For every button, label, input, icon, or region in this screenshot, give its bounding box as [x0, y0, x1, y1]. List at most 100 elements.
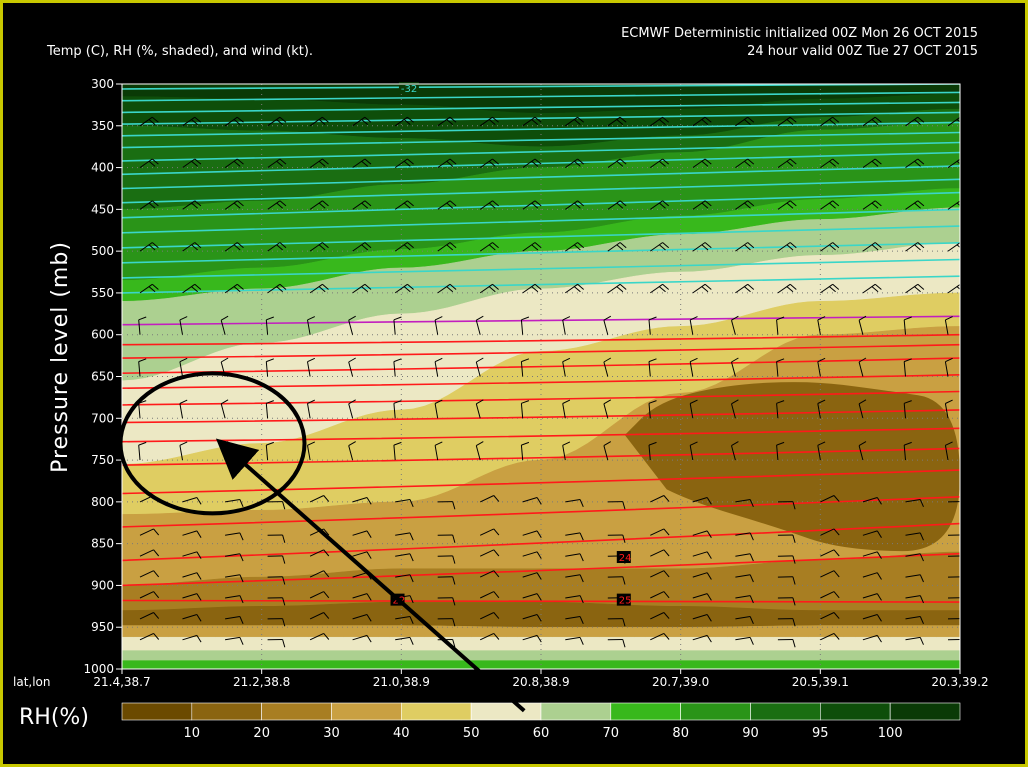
wind-barb: [139, 632, 160, 641]
wind-barb: [522, 572, 542, 580]
wind-barb: [731, 399, 739, 419]
wind-barb: [352, 116, 372, 127]
annotation-arrow: [215, 438, 526, 713]
wind-barb: [862, 614, 882, 622]
wind-barb: [437, 555, 456, 564]
wind-barb: [352, 242, 372, 252]
wind-barb: [394, 158, 414, 169]
isotherm-20: [122, 496, 960, 528]
wind-barb: [944, 441, 953, 461]
wind-barb: [265, 400, 274, 419]
wind-barb: [648, 441, 657, 461]
wind-barb: [817, 441, 826, 461]
wind-barb: [948, 84, 949, 85]
y-tick-label: 900: [91, 578, 114, 592]
wind-barb: [944, 399, 953, 419]
wind-barb: [139, 528, 160, 536]
wind-barb: [905, 616, 924, 625]
wind-barb: [947, 158, 960, 169]
x-tick-label: 21.2,38.8: [233, 675, 290, 689]
wind-barb: [947, 501, 960, 503]
wind-barb: [692, 242, 712, 252]
wind-barb: [731, 357, 739, 377]
wind-barb: [862, 116, 882, 127]
wind-barb: [182, 634, 202, 643]
wind-barb: [225, 595, 244, 604]
wind-barb: [220, 315, 229, 335]
isotherm-12: [122, 409, 960, 424]
wind-barb: [179, 316, 188, 335]
wind-barb: [224, 158, 244, 169]
wind-barb: [138, 358, 147, 377]
colorbar-swatch-4: [400, 702, 472, 721]
wind-barb: [267, 576, 286, 585]
wind-barb: [139, 570, 160, 578]
y-tick-label: 400: [91, 161, 114, 175]
wind-barb: [565, 84, 567, 85]
wind-barb: [650, 200, 670, 210]
wind-barb: [437, 283, 457, 294]
wind-barb: [905, 532, 924, 541]
wind-barb: [139, 158, 159, 169]
wind-barb: [689, 316, 698, 335]
wind-barb: [309, 116, 329, 127]
wind-barb: [776, 316, 785, 335]
wind-barb: [607, 501, 626, 510]
wind-barb: [603, 399, 612, 419]
wind-barb: [437, 84, 439, 85]
wind-barb: [267, 158, 287, 169]
wind-barb: [479, 158, 499, 169]
wind-barb: [352, 158, 372, 169]
isotherm--2: [122, 275, 960, 294]
wind-barb: [224, 116, 244, 127]
wind-barb: [692, 497, 712, 505]
wind-barb: [820, 549, 840, 557]
y-axis-ticks: 300 350 400 450 500 550 600 650 700 750 800 850 900 9…: [83, 77, 122, 676]
y-tick-label: 450: [91, 202, 114, 216]
highlight-circle: [118, 371, 307, 516]
wind-barb: [225, 574, 244, 583]
y-tick-label: 700: [91, 411, 114, 425]
wind-barb: [947, 618, 960, 620]
wind-barb: [650, 549, 670, 557]
wind-barb: [776, 441, 785, 461]
wind-barb: [565, 636, 584, 645]
wind-barb: [735, 499, 754, 508]
wind-barb: [947, 534, 960, 536]
wind-barb: [307, 357, 316, 377]
wind-barb: [692, 634, 712, 643]
wind-barb: [947, 639, 960, 641]
wind-barb: [905, 636, 924, 645]
wind-barb: [777, 84, 779, 85]
isotherm--6: [122, 242, 960, 264]
wind-barb: [139, 283, 159, 294]
wind-barb: [520, 316, 530, 335]
wind-barb: [777, 534, 796, 543]
wind-barb: [905, 116, 925, 127]
y-tick-label: 600: [91, 328, 114, 342]
fields-title: Temp (C), RH (%, shaded), and wind (kt).: [46, 44, 313, 59]
wind-barb: [862, 551, 882, 559]
wind-barb: [777, 618, 796, 627]
wind-barb: [522, 242, 542, 252]
wind-barb: [650, 612, 670, 620]
wind-barb: [307, 399, 316, 419]
wind-barb: [648, 400, 657, 419]
wind-barb: [777, 242, 797, 252]
isotherm-8: [122, 374, 960, 389]
wind-barb: [650, 116, 670, 127]
wind-barb: [862, 283, 882, 294]
x-tick-label: 20.3,39.2: [931, 675, 988, 689]
wind-barb: [522, 614, 542, 622]
isotherm-6: [122, 357, 960, 374]
wind-barb: [862, 634, 882, 643]
wind-barb: [522, 551, 542, 559]
colorbar-swatch-0: [121, 702, 193, 721]
wind-barb: [820, 612, 840, 620]
wind-barb: [735, 283, 755, 294]
wind-barb: [607, 200, 627, 210]
wind-barb: [225, 532, 244, 541]
wind-barb: [348, 357, 356, 377]
wind-barb: [352, 551, 372, 559]
wind-barb: [735, 532, 754, 541]
